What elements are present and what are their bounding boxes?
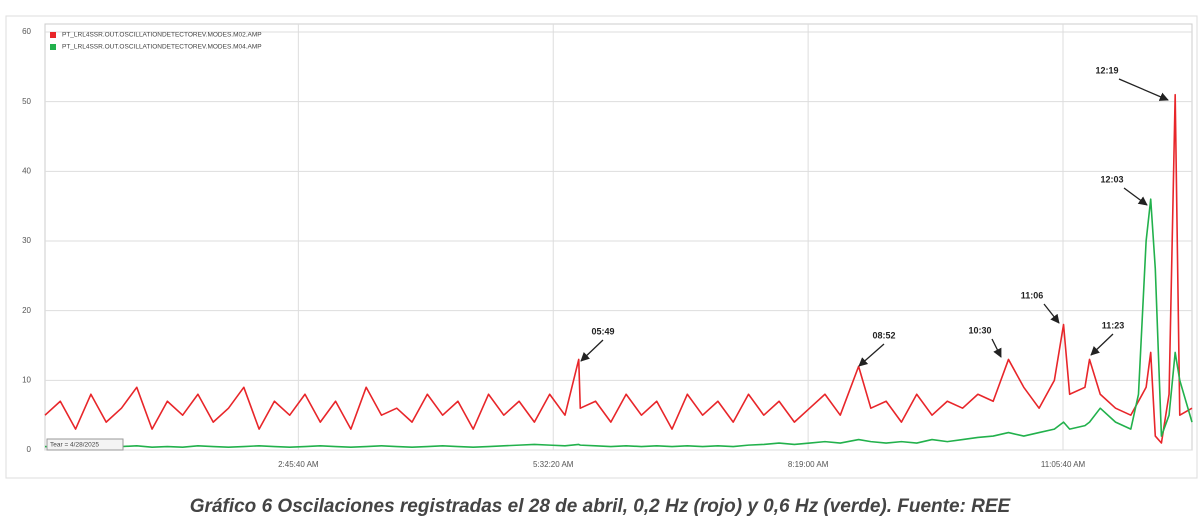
- annotation-label: 12:03: [1100, 174, 1123, 184]
- annotation-label: 05:49: [591, 326, 614, 336]
- annotation-arrow: [580, 339, 604, 362]
- legend-label: PT_LRL4SSR.OUT.OSCILLATIONDETECTOREV.MOD…: [62, 32, 262, 39]
- annotation-arrow: [1123, 187, 1148, 206]
- annotation-label: 08:52: [872, 330, 895, 340]
- x-tick-label: 2:45:40 AM: [278, 460, 319, 469]
- plot-area: [44, 23, 1193, 451]
- caption: Gráfico 6 Oscilaciones registradas el 28…: [190, 496, 1012, 517]
- x-tick-label: 11:05:40 AM: [1041, 460, 1086, 469]
- y-tick-label: 30: [22, 236, 31, 245]
- y-tick-label: 50: [22, 97, 31, 106]
- time-label-box: [46, 438, 124, 451]
- annotation-arrow: [991, 338, 1002, 358]
- y-tick-label: 10: [22, 375, 31, 384]
- legend-swatch: [50, 32, 56, 38]
- x-tick-label: 8:19:00 AM: [788, 460, 829, 469]
- annotation-label: 11:23: [1102, 320, 1125, 330]
- series-line: [44, 198, 1193, 449]
- annotation-arrow: [1043, 303, 1060, 324]
- y-tick-label: 20: [22, 306, 31, 315]
- y-tick-label: 40: [22, 166, 31, 175]
- annotation-arrow: [1118, 78, 1169, 101]
- series-line: [44, 93, 1193, 444]
- y-tick-label: 60: [22, 27, 31, 36]
- time-label: Tear = 4/28/2025: [50, 442, 99, 449]
- annotation-arrow: [1090, 333, 1114, 356]
- annotation-label: 12:19: [1095, 65, 1118, 75]
- x-tick-label: 5:32:20 AM: [533, 460, 574, 469]
- annotation-label: 11:06: [1021, 290, 1044, 300]
- annotation-label: 10:30: [968, 325, 991, 335]
- annotation-arrow: [858, 343, 885, 367]
- y-tick-label: 0: [27, 445, 32, 454]
- legend-swatch: [50, 44, 56, 50]
- legend-label: PT_LRL4SSR.OUT.OSCILLATIONDETECTOREV.MOD…: [62, 44, 262, 51]
